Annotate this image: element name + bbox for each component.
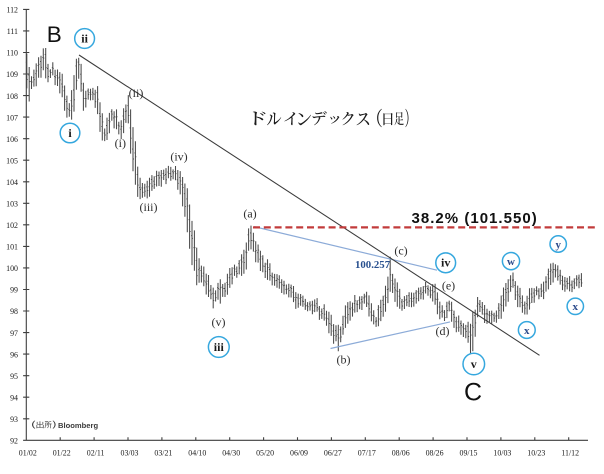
svg-text:107: 107 <box>6 113 18 122</box>
svg-text:94: 94 <box>10 393 18 402</box>
svg-text:01/02: 01/02 <box>19 448 37 457</box>
svg-text:111: 111 <box>7 27 18 36</box>
svg-text:11/12: 11/12 <box>561 448 579 457</box>
svg-text:06/27: 06/27 <box>324 448 342 457</box>
svg-text:B: B <box>47 22 62 47</box>
svg-text:v: v <box>471 357 477 371</box>
svg-text:Bloomberg: Bloomberg <box>58 421 98 430</box>
svg-text:109: 109 <box>6 70 18 79</box>
svg-text:C: C <box>464 379 482 407</box>
svg-text:(i): (i) <box>115 136 126 150</box>
svg-text:(a): (a) <box>243 207 256 221</box>
svg-text:100: 100 <box>6 264 18 273</box>
svg-text:99: 99 <box>10 286 18 295</box>
svg-text:110: 110 <box>6 49 18 58</box>
svg-text:09/15: 09/15 <box>460 448 478 457</box>
svg-text:104: 104 <box>6 178 18 187</box>
svg-text:106: 106 <box>6 135 18 144</box>
svg-text:iv: iv <box>441 256 450 270</box>
svg-text:112: 112 <box>6 6 18 15</box>
svg-text:101: 101 <box>6 243 18 252</box>
svg-text:ii: ii <box>81 31 88 45</box>
svg-text:01/22: 01/22 <box>53 448 71 457</box>
svg-text:03/21: 03/21 <box>154 448 172 457</box>
svg-text:93: 93 <box>10 415 18 424</box>
svg-text:06/09: 06/09 <box>290 448 308 457</box>
svg-text:x: x <box>573 301 579 313</box>
svg-text:100.257: 100.257 <box>355 259 391 271</box>
svg-text:(e): (e) <box>442 279 455 293</box>
svg-text:(c): (c) <box>394 244 407 258</box>
svg-text:i: i <box>68 126 72 140</box>
svg-text:96: 96 <box>10 350 18 359</box>
svg-text:(iv): (iv) <box>170 150 187 164</box>
svg-text:102: 102 <box>6 221 18 230</box>
svg-text:(v): (v) <box>212 315 226 329</box>
svg-text:03/03: 03/03 <box>121 448 139 457</box>
svg-text:07/17: 07/17 <box>358 448 376 457</box>
svg-text:95: 95 <box>10 372 18 381</box>
svg-text:103: 103 <box>6 200 18 209</box>
svg-text:38.2% (101.550): 38.2% (101.550) <box>412 210 538 227</box>
svg-text:98: 98 <box>10 307 18 316</box>
svg-text:y: y <box>555 239 561 251</box>
svg-text:05/20: 05/20 <box>256 448 274 457</box>
svg-text:04/10: 04/10 <box>188 448 206 457</box>
svg-text:10/03: 10/03 <box>493 448 511 457</box>
svg-text:08/26: 08/26 <box>426 448 444 457</box>
svg-text:(b): (b) <box>337 353 351 367</box>
svg-text:92: 92 <box>10 437 18 446</box>
svg-text:iii: iii <box>214 340 225 354</box>
svg-text:(ii): (ii) <box>129 86 144 100</box>
svg-text:97: 97 <box>10 329 18 338</box>
svg-text:10/23: 10/23 <box>527 448 545 457</box>
svg-text:105: 105 <box>6 156 18 165</box>
svg-text:w: w <box>507 256 515 268</box>
svg-text:108: 108 <box>6 92 18 101</box>
svg-text:(d): (d) <box>436 324 450 338</box>
svg-text:(iii): (iii) <box>140 200 158 214</box>
svg-text:04/30: 04/30 <box>222 448 240 457</box>
svg-text:02/11: 02/11 <box>87 448 105 457</box>
svg-text:x: x <box>524 325 530 337</box>
svg-text:08/06: 08/06 <box>392 448 410 457</box>
